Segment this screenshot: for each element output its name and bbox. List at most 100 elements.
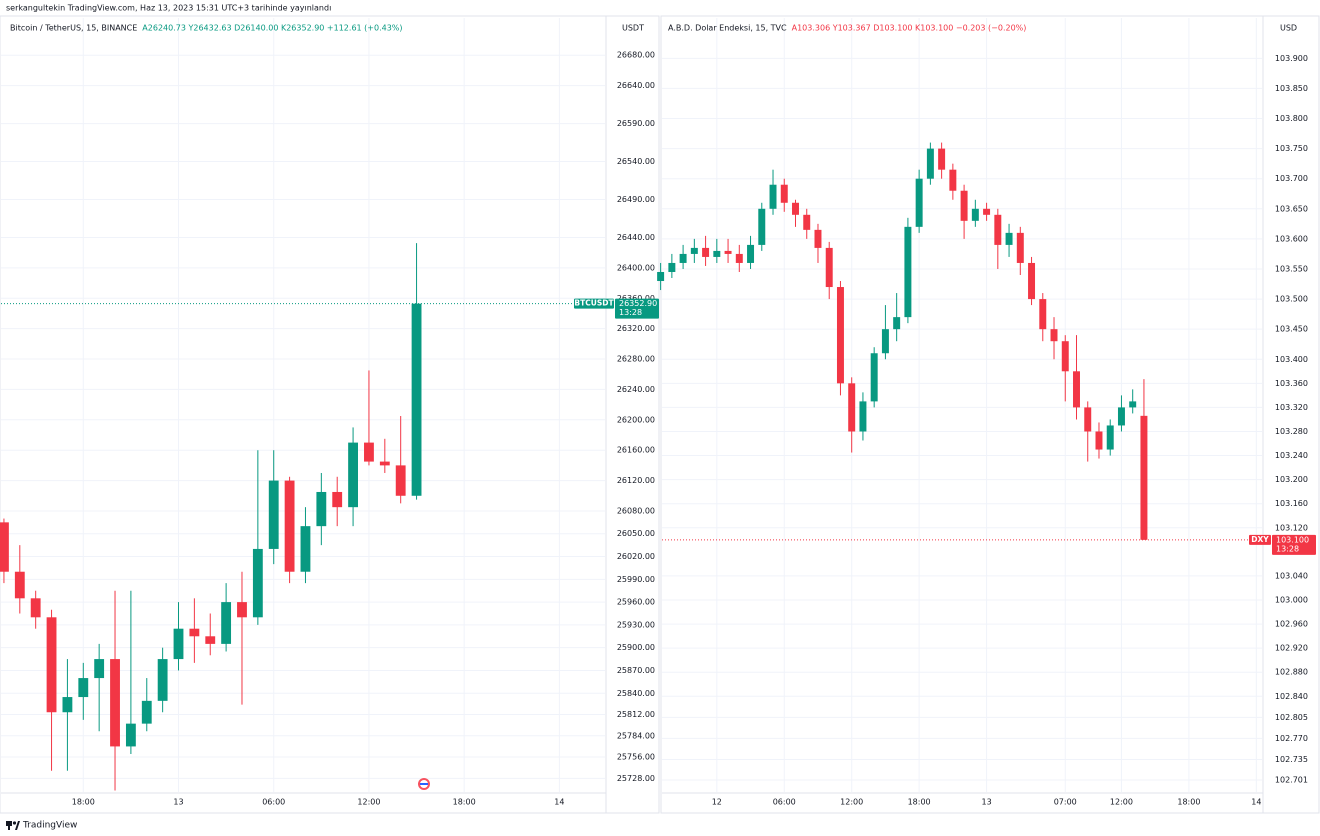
- y-tick-label: 26540.00: [617, 157, 655, 166]
- x-tick-label: 12:00: [840, 798, 863, 807]
- y-tick-label: 102.960: [1275, 620, 1308, 629]
- y-tick-label: 103.320: [1275, 403, 1308, 412]
- chart-title: A.B.D. Dolar Endeksi, 15, TVC: [668, 24, 787, 33]
- countdown-text: 13:28: [619, 308, 642, 317]
- footer-brand: TradingView: [22, 821, 77, 831]
- candle-body: [1073, 371, 1080, 408]
- x-tick-label: 07:00: [1054, 798, 1077, 807]
- candle-body: [141, 700, 152, 724]
- y-tick-label: 102.701: [1275, 775, 1308, 784]
- y-tick-label: 26440.00: [617, 233, 655, 242]
- y-tick-label: 25784.00: [617, 731, 655, 740]
- candle-body: [994, 214, 1002, 245]
- candle-body: [735, 253, 743, 263]
- candle-body: [859, 401, 867, 432]
- candle-body: [157, 659, 168, 701]
- chart-title: Bitcoin / TetherUS, 15, BINANCE: [10, 24, 137, 33]
- candle-body: [1140, 415, 1148, 540]
- candle-body: [1028, 262, 1036, 300]
- candle-body: [1050, 329, 1058, 342]
- x-tick-label: 18:00: [1177, 798, 1200, 807]
- y-tick-label: 26320.00: [617, 324, 655, 333]
- x-tick-label: 18:00: [453, 798, 476, 807]
- y-tick-label: 103.700: [1275, 174, 1308, 183]
- y-tick-label: 26400.00: [617, 263, 655, 272]
- candle-body: [1117, 407, 1125, 426]
- symbol-tag: [574, 298, 614, 309]
- y-tick-label: 103.040: [1275, 571, 1308, 580]
- y-tick-label: 26240.00: [617, 385, 655, 394]
- y-tick-label: 103.000: [1275, 596, 1308, 605]
- x-tick-label: 14: [554, 798, 564, 807]
- candle-body: [189, 628, 200, 637]
- x-tick-label: 18:00: [908, 798, 931, 807]
- y-tick-label: 103.200: [1275, 475, 1308, 484]
- ohlc-info: A103.306 Y103.367 D103.100 K103.100 −0.2…: [792, 24, 1027, 33]
- candle-body: [348, 442, 358, 508]
- x-tick-label: 18:00: [72, 798, 95, 807]
- y-tick-label: 102.805: [1275, 713, 1308, 722]
- candle-body: [268, 480, 279, 549]
- candle-body: [949, 169, 957, 191]
- y-tick-label: 25900.00: [617, 643, 655, 652]
- y-tick-label: 102.880: [1275, 668, 1308, 677]
- x-tick-label: 14: [1251, 798, 1261, 807]
- price-tag-text: 26352.90: [619, 299, 657, 308]
- y-tick-label: 26640.00: [617, 81, 655, 90]
- y-tick-label: 103.400: [1275, 355, 1308, 364]
- candle-body: [904, 226, 912, 318]
- candle-body: [30, 598, 41, 618]
- currency-label: USDT: [622, 24, 644, 33]
- candle-body: [1129, 401, 1137, 408]
- candle-body: [836, 287, 844, 384]
- candle-body: [125, 723, 136, 747]
- y-tick-label: 26590.00: [617, 119, 655, 128]
- candle-body: [46, 617, 57, 713]
- candle-body: [0, 522, 9, 572]
- candle-body: [1039, 299, 1047, 330]
- x-tick-label: 06:00: [773, 798, 796, 807]
- candle-body: [713, 250, 721, 257]
- y-tick-label: 26490.00: [617, 195, 655, 204]
- candle-body: [252, 548, 263, 618]
- candle-body: [173, 628, 184, 660]
- symbol-tag-text: DXY: [1251, 535, 1269, 544]
- y-tick-label: 25756.00: [617, 753, 655, 762]
- candle-body: [300, 526, 311, 572]
- candle-body: [62, 697, 73, 713]
- candle-body: [78, 678, 89, 698]
- candle-body: [205, 636, 216, 644]
- candle-body: [848, 383, 856, 432]
- candle-body: [971, 208, 979, 221]
- candle-body: [395, 465, 406, 496]
- symbol-tag: [1249, 534, 1271, 545]
- candle-body: [702, 247, 710, 257]
- y-tick-label: 102.735: [1275, 755, 1308, 764]
- tv-logo: [6, 821, 20, 830]
- ohlc-info: A26240.73 Y26432.63 D26140.00 K26352.90 …: [142, 24, 402, 33]
- candle-body: [690, 247, 698, 254]
- candle-body: [14, 571, 25, 599]
- candle-body: [679, 253, 687, 263]
- candle-body: [94, 659, 105, 679]
- y-tick-label: 103.800: [1275, 114, 1308, 123]
- candle-body: [316, 491, 327, 527]
- candle-body: [881, 329, 889, 354]
- candle-body: [284, 480, 295, 572]
- countdown-text: 13:28: [1276, 544, 1299, 553]
- x-tick-label: 12:00: [357, 798, 380, 807]
- candle-body: [747, 244, 755, 263]
- candle-body: [221, 602, 232, 644]
- y-tick-label: 26200.00: [617, 415, 655, 424]
- y-tick-label: 103.120: [1275, 523, 1308, 532]
- event-flag: [418, 778, 430, 790]
- y-tick-label: 103.450: [1275, 325, 1308, 334]
- symbol-tag-text: BTCUSDT: [574, 299, 614, 308]
- candle-body: [724, 250, 732, 254]
- candle-body: [814, 229, 822, 248]
- candle-body: [237, 602, 247, 618]
- y-tick-label: 102.920: [1275, 644, 1308, 653]
- candle-body: [1005, 232, 1013, 245]
- y-tick-label: 25960.00: [617, 598, 655, 607]
